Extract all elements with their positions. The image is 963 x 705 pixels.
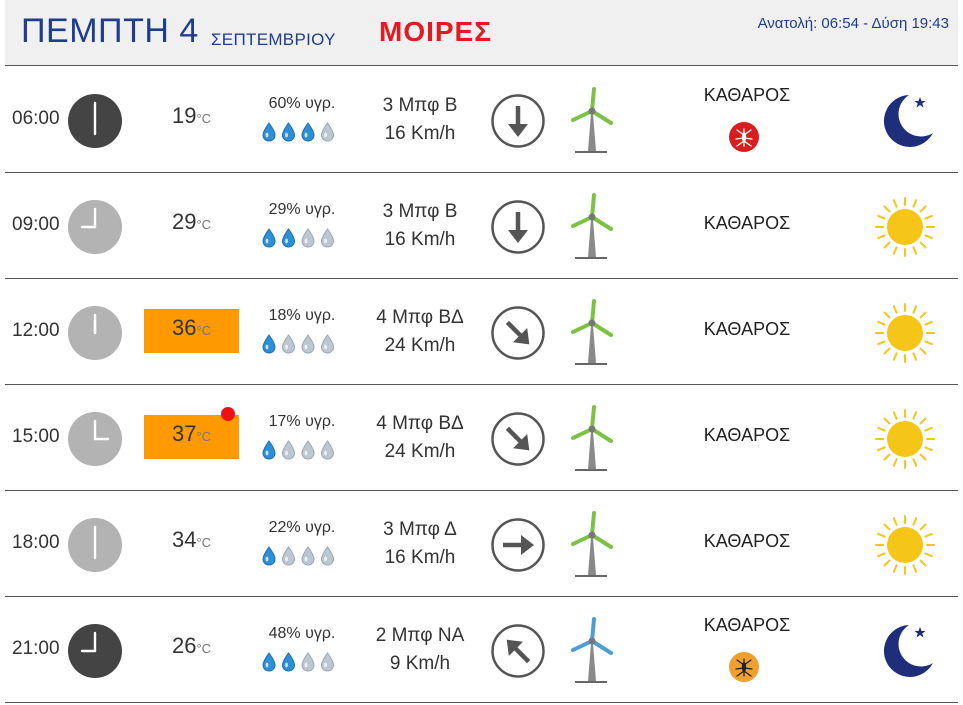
wind-turbine-icon xyxy=(561,403,617,473)
moon-icon xyxy=(873,89,937,153)
temperature-box: 34°C xyxy=(144,521,239,565)
time-label: 12:00 xyxy=(12,320,60,341)
clock-icon xyxy=(67,517,123,573)
wind-beaufort: 2 Μπφ ΝΑ xyxy=(375,625,465,646)
clock-icon xyxy=(67,411,123,467)
humidity-label: 18% υγρ. xyxy=(268,307,336,324)
day-title: ΠΕΜΠΤΗ 4 xyxy=(21,12,199,50)
arrow-right-icon xyxy=(490,517,546,573)
temperature-value: 36 xyxy=(171,315,197,340)
temperature-value: 26 xyxy=(171,633,197,658)
temperature-unit: °C xyxy=(196,323,212,338)
sun-icon xyxy=(873,195,937,259)
arrow-down-icon xyxy=(490,199,546,255)
time-label: 09:00 xyxy=(12,214,60,235)
arrow-down-right-icon xyxy=(490,305,546,361)
forecast-header: ΠΕΜΠΤΗ 4 ΣΕΠΤΕΜΒΡΙΟΥ ΜΟΙΡΕΣ Ανατολή: 06:… xyxy=(5,0,958,66)
wind-turbine-icon xyxy=(561,615,617,685)
sky-condition: ΚΑΘΑΡΟΣ xyxy=(703,425,791,445)
wind-speed: 24 Km/h xyxy=(384,335,456,356)
arrow-down-icon xyxy=(490,93,546,149)
time-label: 18:00 xyxy=(12,532,60,553)
temperature-value: 19 xyxy=(171,103,197,128)
temperature-box: 37°C xyxy=(144,415,239,459)
wind-beaufort: 4 Μπφ ΒΔ xyxy=(376,413,464,434)
month-label: ΣΕΠΤΕΜΒΡΙΟΥ xyxy=(211,30,336,49)
humidity-drops-icon xyxy=(260,333,336,355)
temperature-box: 36°C xyxy=(144,309,239,353)
temperature-unit: °C xyxy=(196,429,212,444)
mosquito-icon xyxy=(728,651,760,683)
wind-turbine-icon xyxy=(561,297,617,367)
sky-condition: ΚΑΘΑΡΟΣ xyxy=(703,213,791,233)
wind-turbine-icon xyxy=(561,509,617,579)
wind-beaufort: 4 Μπφ ΒΔ xyxy=(376,307,464,328)
sky-condition: ΚΑΘΑΡΟΣ xyxy=(703,531,791,551)
wind-speed: 16 Km/h xyxy=(384,123,456,144)
wind-speed: 24 Km/h xyxy=(384,441,456,462)
temperature-unit: °C xyxy=(196,535,212,550)
sun-icon xyxy=(873,407,937,471)
time-label: 21:00 xyxy=(12,638,60,659)
temperature-value: 34 xyxy=(171,527,197,552)
forecast-row: 15:00 37°C 17% υγρ. 4 Μπφ ΒΔ 24 Km/h xyxy=(5,385,958,491)
wind-speed: 9 Km/h xyxy=(389,653,451,674)
temperature-unit: °C xyxy=(196,111,212,126)
sky-condition: ΚΑΘΑΡΟΣ xyxy=(703,85,791,105)
forecast-row: 18:00 34°C 22% υγρ. 3 Μπφ Δ 16 Km/h xyxy=(5,491,958,597)
sun-icon xyxy=(873,301,937,365)
temperature-value: 29 xyxy=(171,209,197,234)
humidity-label: 22% υγρ. xyxy=(268,519,336,536)
humidity-label: 29% υγρ. xyxy=(268,201,336,218)
clock-icon xyxy=(67,199,123,255)
temperature-value: 37 xyxy=(171,421,197,446)
clock-icon xyxy=(67,623,123,679)
temperature-box: 29°C xyxy=(144,203,239,247)
arrow-up-left-icon xyxy=(490,623,546,679)
humidity-label: 48% υγρ. xyxy=(268,625,336,642)
clock-icon xyxy=(67,93,123,149)
wind-beaufort: 3 Μπφ Β xyxy=(382,201,458,222)
forecast-row: 09:00 29°C 29% υγρ. 3 Μπφ Β 16 Km/h xyxy=(5,173,958,279)
temperature-box: 19°C xyxy=(144,97,239,141)
wind-speed: 16 Km/h xyxy=(384,547,456,568)
sun-icon xyxy=(873,513,937,577)
humidity-drops-icon xyxy=(260,227,336,249)
humidity-drops-icon xyxy=(260,121,336,143)
mosquito-icon xyxy=(728,121,760,153)
wind-speed: 16 Km/h xyxy=(384,229,456,250)
humidity-drops-icon xyxy=(260,439,336,461)
city-name: ΜΟΙΡΕΣ xyxy=(379,16,493,47)
humidity-drops-icon xyxy=(260,651,336,673)
moon-icon xyxy=(873,619,937,683)
heat-alert-dot xyxy=(221,407,235,421)
humidity-drops-icon xyxy=(260,545,336,567)
humidity-label: 60% υγρ. xyxy=(268,95,336,112)
wind-turbine-icon xyxy=(561,85,617,155)
clock-icon xyxy=(67,305,123,361)
forecast-row: 06:00 19°C 60% υγρ. 3 Μπφ Β 16 Km/h xyxy=(5,67,958,173)
wind-turbine-icon xyxy=(561,191,617,261)
forecast-row: 21:00 26°C 48% υγρ. 2 Μπφ ΝΑ 9 Km/h xyxy=(5,597,958,703)
time-label: 15:00 xyxy=(12,426,60,447)
sky-condition: ΚΑΘΑΡΟΣ xyxy=(703,319,791,339)
arrow-down-right-icon xyxy=(490,411,546,467)
wind-beaufort: 3 Μπφ Β xyxy=(382,95,458,116)
humidity-label: 17% υγρ. xyxy=(268,413,336,430)
wind-beaufort: 3 Μπφ Δ xyxy=(383,519,457,540)
temperature-unit: °C xyxy=(196,217,212,232)
forecast-row: 12:00 36°C 18% υγρ. 4 Μπφ ΒΔ 24 Km/h xyxy=(5,279,958,385)
time-label: 06:00 xyxy=(12,108,60,129)
temperature-unit: °C xyxy=(196,641,212,656)
sky-condition: ΚΑΘΑΡΟΣ xyxy=(703,615,791,635)
sunrise-sunset: Ανατολή: 06:54 - Δύση 19:43 xyxy=(757,15,949,32)
temperature-box: 26°C xyxy=(144,627,239,671)
